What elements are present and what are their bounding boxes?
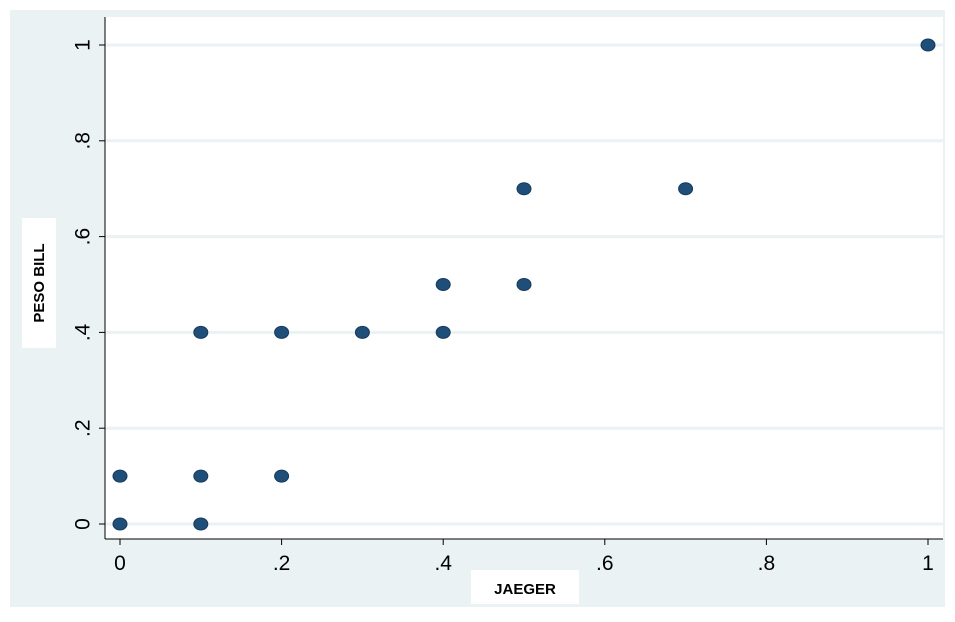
x-tick-label: .8 — [758, 552, 776, 575]
scatter-point — [516, 182, 532, 196]
y-axis-title: PESO BILL — [31, 243, 48, 322]
gridlines — [105, 43, 943, 526]
scatter-point — [678, 182, 694, 196]
y-tick-label: 0 — [72, 518, 95, 530]
x-tick-label: .4 — [434, 552, 452, 575]
x-axis-title: JAEGER — [494, 581, 556, 598]
y-tick-label: 1 — [72, 39, 95, 51]
y-tick-label: .8 — [72, 132, 95, 150]
scatter-point — [112, 517, 128, 531]
data-points — [112, 38, 936, 531]
y-tick-label: .4 — [72, 323, 95, 341]
x-axis-title-box — [471, 570, 579, 604]
scatter-point — [435, 325, 451, 339]
x-tick-label: 1 — [922, 552, 934, 575]
x-axis-ticks: 0 .2 .4 .6 .8 1 — [114, 539, 934, 575]
scatter-point — [516, 278, 532, 291]
scatter-point — [193, 517, 209, 531]
y-axis-title-box — [22, 218, 56, 348]
x-tick-label: 0 — [114, 552, 126, 575]
y-tick-label: .6 — [72, 228, 95, 246]
scatter-point — [112, 469, 128, 483]
y-axis-ticks: 0 .2 .4 .6 .8 1 — [72, 39, 105, 530]
scatter-point — [435, 278, 451, 291]
scatter-point — [274, 469, 290, 483]
x-tick-label: .2 — [273, 552, 291, 575]
scatter-point — [354, 325, 370, 339]
scatter-point — [193, 325, 209, 339]
scatter-point — [193, 469, 209, 483]
scatter-point — [274, 325, 290, 339]
scatter-point — [920, 38, 936, 52]
y-tick-label: .2 — [72, 419, 95, 437]
x-tick-label: .6 — [596, 552, 614, 575]
